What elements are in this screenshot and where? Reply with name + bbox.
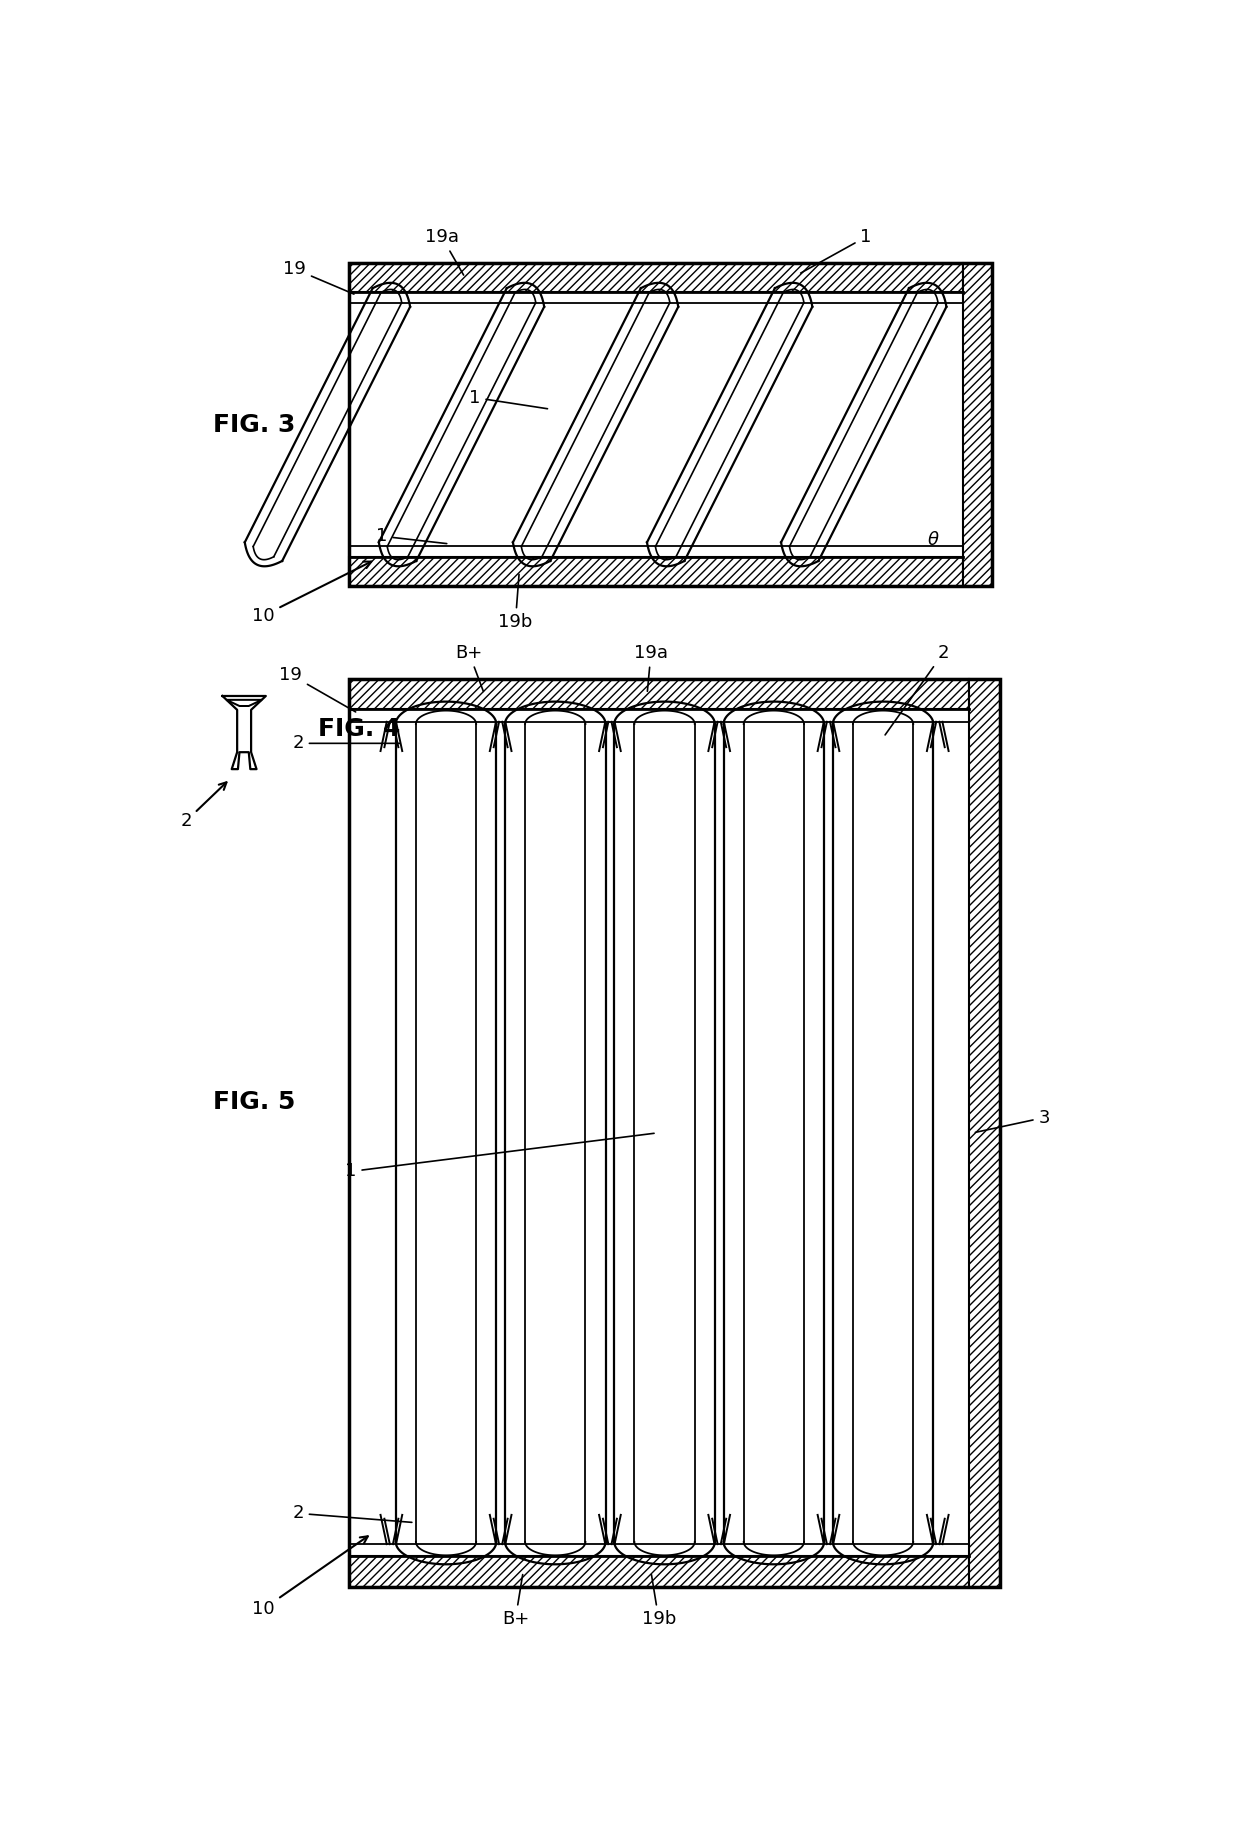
Polygon shape xyxy=(226,701,262,706)
Text: 2: 2 xyxy=(885,644,950,736)
Text: 2: 2 xyxy=(180,782,227,830)
Bar xyxy=(348,557,962,586)
Bar xyxy=(348,679,999,1588)
Text: 1: 1 xyxy=(801,229,872,273)
Text: FIG. 3: FIG. 3 xyxy=(213,413,295,437)
Text: B+: B+ xyxy=(455,644,484,692)
Text: 19b: 19b xyxy=(641,1575,676,1628)
Bar xyxy=(968,679,999,1588)
Text: $\theta$: $\theta$ xyxy=(926,531,940,550)
Text: 3: 3 xyxy=(976,1108,1050,1132)
Text: 19a: 19a xyxy=(425,229,464,275)
Text: 19a: 19a xyxy=(634,644,668,692)
Text: 10: 10 xyxy=(252,1536,368,1617)
Text: 19b: 19b xyxy=(498,573,532,631)
Text: 1: 1 xyxy=(376,527,446,546)
Bar xyxy=(962,264,992,586)
Text: FIG. 4: FIG. 4 xyxy=(317,717,401,741)
Text: B+: B+ xyxy=(502,1575,529,1628)
Bar xyxy=(348,264,992,586)
Text: 2: 2 xyxy=(293,734,401,752)
Bar xyxy=(348,264,992,586)
Text: 19: 19 xyxy=(279,666,356,712)
Bar xyxy=(348,679,968,710)
Bar xyxy=(348,1556,968,1588)
Bar xyxy=(348,264,962,291)
Text: FIG. 5: FIG. 5 xyxy=(213,1090,295,1114)
Text: 19: 19 xyxy=(283,260,353,293)
Text: 2: 2 xyxy=(293,1505,412,1523)
Text: 10: 10 xyxy=(252,562,371,625)
Text: 1: 1 xyxy=(469,389,548,409)
Text: 1: 1 xyxy=(345,1134,653,1180)
Bar xyxy=(348,679,999,1588)
